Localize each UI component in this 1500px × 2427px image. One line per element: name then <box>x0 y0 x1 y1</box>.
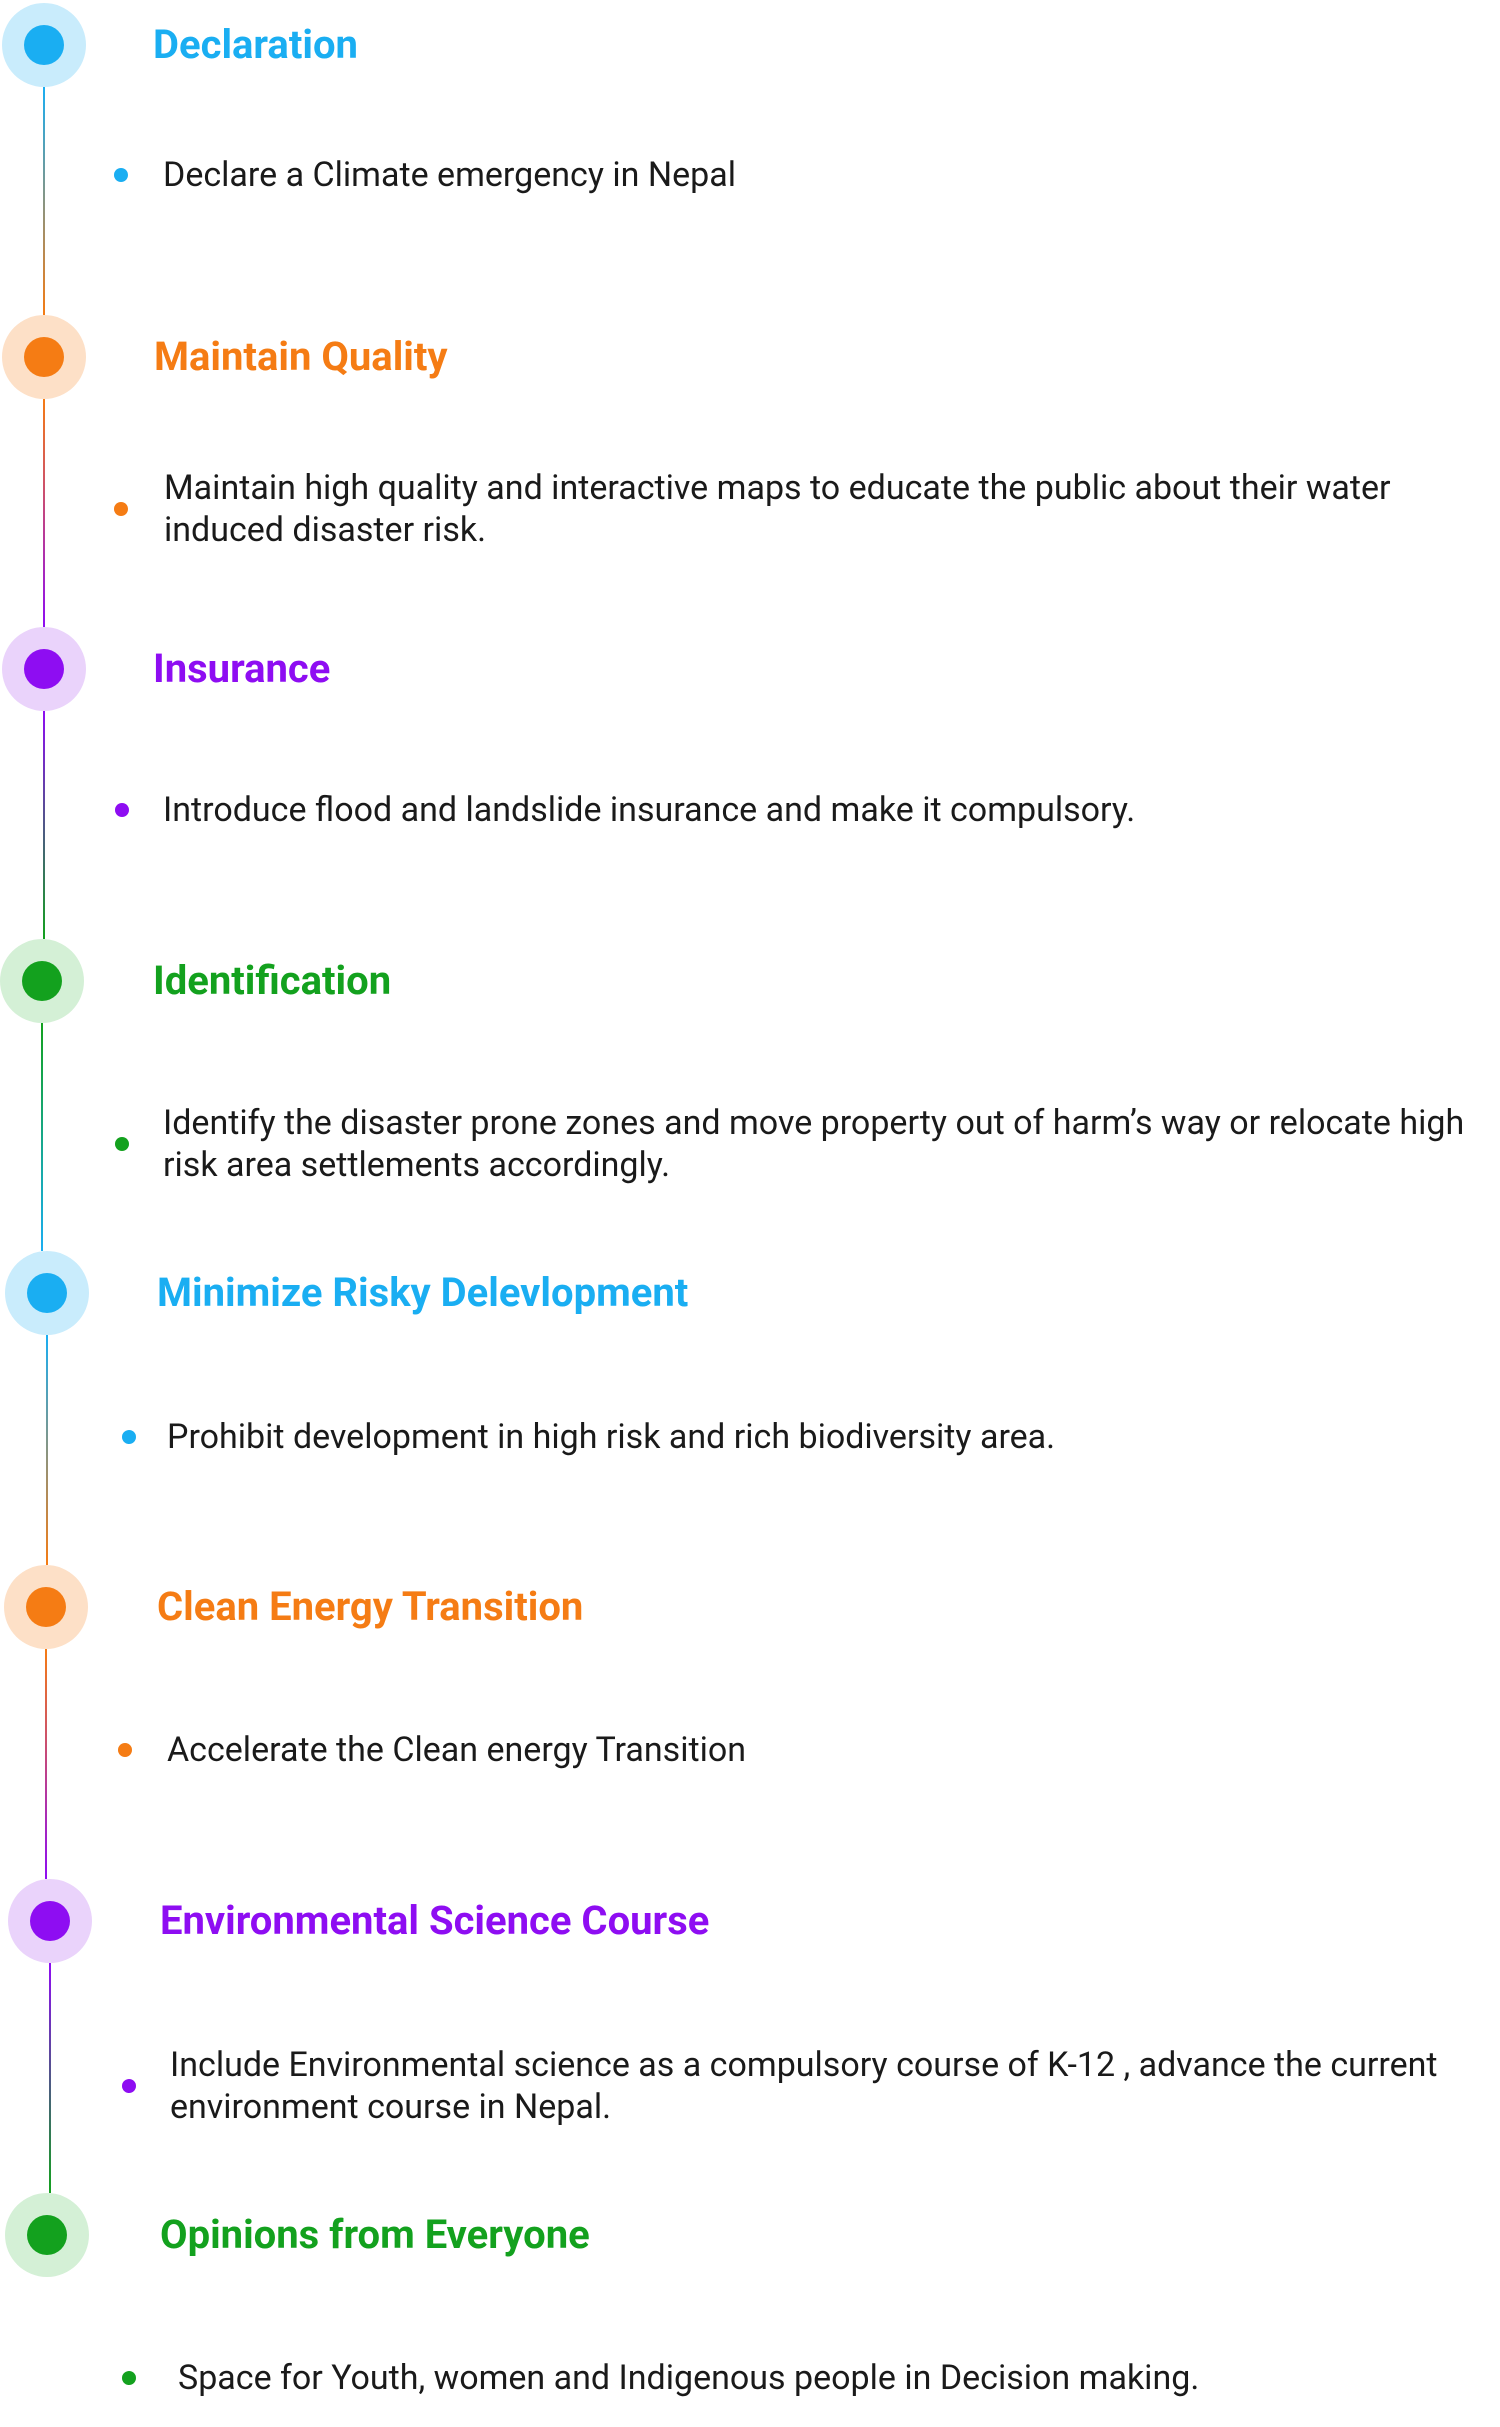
step-description: Introduce flood and landslide insurance … <box>163 790 1136 830</box>
timeline-node-dot <box>27 2215 67 2255</box>
bullet-icon <box>122 2079 136 2093</box>
timeline-connector <box>45 1649 47 1879</box>
bullet-icon <box>115 803 129 817</box>
step-description: Include Environmental science as a compu… <box>170 2045 1438 2127</box>
timeline-connector <box>43 711 45 939</box>
bullet-icon <box>114 168 128 182</box>
bullet-icon <box>122 2371 136 2385</box>
bullet-icon <box>118 1743 132 1757</box>
timeline-connector <box>41 1023 43 1251</box>
step-description: Space for Youth, women and Indigenous pe… <box>178 2358 1200 2398</box>
timeline-connector <box>43 399 45 627</box>
step-title: Opinions from Everyone <box>160 2211 590 2258</box>
timeline-node-dot <box>22 961 62 1001</box>
step-title: Environmental Science Course <box>160 1897 710 1944</box>
timeline-node <box>2 627 86 711</box>
step-description: Declare a Climate emergency in Nepal <box>163 155 736 195</box>
bullet-icon <box>122 1430 136 1444</box>
step-description: Identify the disaster prone zones and mo… <box>163 1103 1465 1185</box>
timeline-node-dot <box>24 649 64 689</box>
timeline-connector <box>46 1335 48 1565</box>
timeline-node <box>0 939 84 1023</box>
timeline-node <box>2 315 86 399</box>
step-title: Clean Energy Transition <box>157 1583 584 1630</box>
timeline-connector <box>43 87 45 315</box>
step-title: Insurance <box>153 645 331 692</box>
timeline-node <box>5 1251 89 1335</box>
step-description: Maintain high quality and interactive ma… <box>164 468 1391 550</box>
step-title: Maintain Quality <box>154 333 448 380</box>
timeline-node-dot <box>26 1587 66 1627</box>
timeline-node <box>4 1565 88 1649</box>
timeline-node-dot <box>24 337 64 377</box>
step-description: Accelerate the Clean energy Transition <box>167 1730 747 1770</box>
timeline-node <box>5 2193 89 2277</box>
bullet-icon <box>115 1137 129 1151</box>
step-description: Prohibit development in high risk and ri… <box>167 1417 1056 1457</box>
bullet-icon <box>114 502 128 516</box>
timeline-node <box>8 1879 92 1963</box>
timeline-node-dot <box>24 25 64 65</box>
timeline-connector <box>49 1963 51 2193</box>
step-title: Minimize Risky Delevlopment <box>157 1269 689 1316</box>
timeline-node <box>2 3 86 87</box>
step-title: Identification <box>153 957 392 1004</box>
timeline-node-dot <box>27 1273 67 1313</box>
step-title: Declaration <box>153 21 358 68</box>
timeline-node-dot <box>30 1901 70 1941</box>
